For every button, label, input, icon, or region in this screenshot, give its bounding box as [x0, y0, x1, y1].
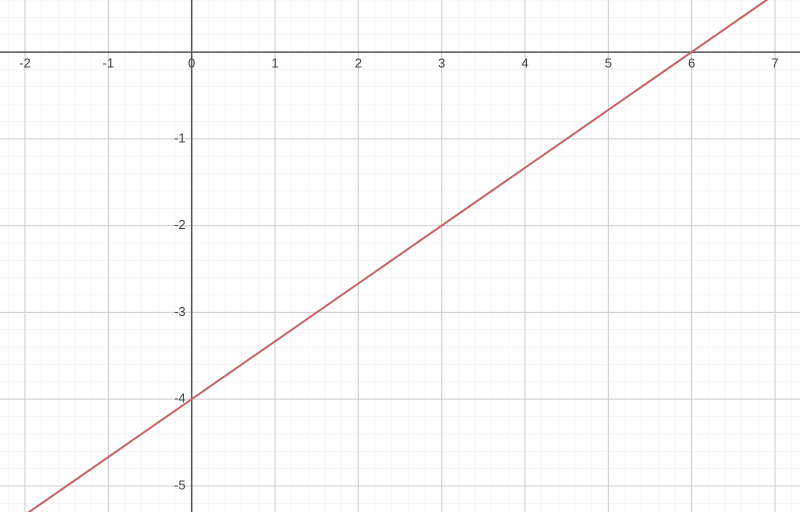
chart-svg: -2-101234567-5-4-3-2-1 [0, 0, 800, 512]
x-tick-label: 7 [771, 56, 778, 71]
y-tick-label: -1 [174, 130, 186, 145]
y-tick-label: -3 [174, 304, 186, 319]
x-tick-label: 2 [355, 56, 362, 71]
x-tick-label: -1 [103, 56, 115, 71]
y-tick-label: -5 [174, 477, 186, 492]
x-tick-label: 4 [521, 56, 528, 71]
x-tick-label: 5 [605, 56, 612, 71]
y-tick-label: -2 [174, 217, 186, 232]
x-tick-label: 6 [688, 56, 695, 71]
x-tick-label: 1 [271, 56, 278, 71]
x-tick-label: -2 [19, 56, 31, 71]
x-tick-label: 3 [438, 56, 445, 71]
x-tick-label: 0 [188, 56, 195, 71]
line-chart: -2-101234567-5-4-3-2-1 [0, 0, 800, 512]
